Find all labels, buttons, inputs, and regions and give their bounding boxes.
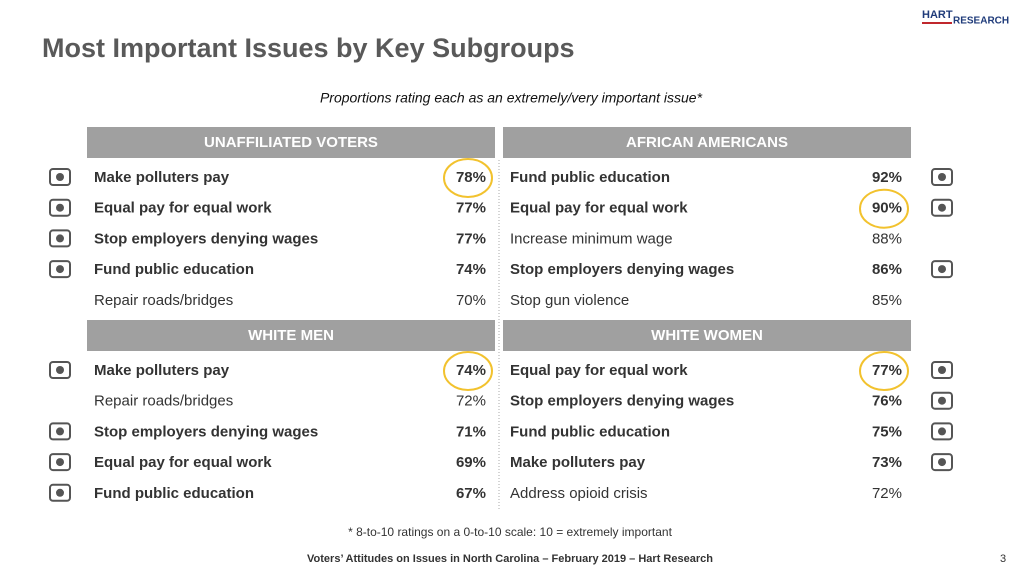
title: Most Important Issues by Key Subgroups bbox=[42, 33, 575, 63]
issue-icon bbox=[49, 422, 71, 441]
row-value: 85% bbox=[872, 292, 902, 309]
issue-icon bbox=[931, 260, 953, 279]
row-label: Repair roads/bridges bbox=[94, 393, 233, 410]
highlight-circle bbox=[859, 351, 909, 391]
issue-icon bbox=[56, 458, 64, 467]
panel-header bbox=[87, 127, 495, 158]
panel-header bbox=[503, 127, 911, 158]
row-label: Fund public education bbox=[94, 261, 254, 278]
row-value: 92% bbox=[872, 169, 902, 186]
panel-header bbox=[503, 320, 911, 351]
issue-icon bbox=[931, 422, 953, 441]
issue-icon bbox=[49, 453, 71, 472]
issue-icon bbox=[938, 427, 946, 436]
issue-icon bbox=[56, 366, 64, 374]
issue-icon bbox=[931, 453, 953, 472]
row-value: 77% bbox=[872, 362, 902, 379]
issue-icon bbox=[56, 173, 64, 181]
panel-header-text: WHITE MEN bbox=[248, 327, 334, 344]
issue-icon bbox=[56, 427, 64, 436]
row-label: Stop employers denying wages bbox=[510, 393, 734, 410]
row-label: Stop employers denying wages bbox=[510, 261, 734, 278]
row-value: 76% bbox=[872, 393, 902, 410]
row-label: Stop gun violence bbox=[510, 292, 629, 309]
row-label: Address opioid crisis bbox=[510, 485, 648, 502]
page-number: 3 bbox=[1000, 553, 1006, 565]
row-label: Fund public education bbox=[510, 169, 670, 186]
issue-icon bbox=[931, 198, 953, 217]
issue-icon bbox=[938, 203, 946, 212]
row-label: Repair roads/bridges bbox=[94, 292, 233, 309]
row-value: 71% bbox=[456, 423, 486, 440]
issue-icon bbox=[938, 396, 946, 405]
issue-icon bbox=[56, 203, 64, 212]
row-label: Fund public education bbox=[94, 485, 254, 502]
highlight-circle bbox=[443, 351, 493, 391]
highlight-circle bbox=[859, 188, 909, 229]
row-value: 77% bbox=[456, 200, 486, 217]
subtitle: Proportions rating each as an extremely/… bbox=[320, 90, 703, 106]
issue-icon bbox=[49, 229, 71, 248]
issue-icon bbox=[938, 173, 946, 181]
row-label: Stop employers denying wages bbox=[94, 230, 318, 247]
panel-header-text: WHITE WOMEN bbox=[651, 327, 763, 344]
footer: Voters’ Attitudes on Issues in North Car… bbox=[307, 553, 713, 565]
issue-icon bbox=[938, 366, 946, 374]
row-value: 90% bbox=[872, 200, 902, 217]
row-label: Make polluters pay bbox=[94, 169, 230, 186]
issue-icon bbox=[56, 265, 64, 274]
issue-icon bbox=[938, 265, 946, 274]
issue-icon bbox=[49, 483, 71, 502]
row-value: 75% bbox=[872, 423, 902, 440]
panel-header-text: UNAFFILIATED VOTERS bbox=[204, 134, 378, 151]
row-label: Make polluters pay bbox=[510, 454, 646, 471]
logo: HART bbox=[922, 9, 953, 21]
row-value: 73% bbox=[872, 454, 902, 471]
row-label: Equal pay for equal work bbox=[94, 200, 272, 217]
row-value: 74% bbox=[456, 261, 486, 278]
row-label: Equal pay for equal work bbox=[94, 454, 272, 471]
issue-icon bbox=[938, 458, 946, 467]
highlight-circle bbox=[443, 158, 493, 198]
panel-header-text: AFRICAN AMERICANS bbox=[626, 134, 788, 151]
row-label: Make polluters pay bbox=[94, 362, 230, 379]
row-value: 74% bbox=[456, 362, 486, 379]
issue-icon bbox=[49, 361, 71, 379]
issue-icon bbox=[49, 168, 71, 186]
row-label: Fund public education bbox=[510, 423, 670, 440]
row-value: 70% bbox=[456, 292, 486, 309]
issue-icon bbox=[931, 168, 953, 186]
row-value: 69% bbox=[456, 454, 486, 471]
row-value: 78% bbox=[456, 169, 486, 186]
issue-icon bbox=[49, 198, 71, 217]
issue-icon bbox=[56, 234, 64, 243]
logo: RESEARCH bbox=[953, 16, 1009, 27]
row-value: 67% bbox=[456, 485, 486, 502]
issue-icon bbox=[931, 361, 953, 379]
row-value: 72% bbox=[456, 393, 486, 410]
row-value: 88% bbox=[872, 230, 902, 247]
row-label: Equal pay for equal work bbox=[510, 200, 688, 217]
issue-icon bbox=[56, 488, 64, 497]
row-value: 86% bbox=[872, 261, 902, 278]
footnote: * 8-to-10 ratings on a 0-to-10 scale: 10… bbox=[348, 525, 672, 539]
row-value: 72% bbox=[872, 485, 902, 502]
panel-header bbox=[87, 320, 495, 351]
row-value: 77% bbox=[456, 230, 486, 247]
row-label: Stop employers denying wages bbox=[94, 423, 318, 440]
issue-icon bbox=[931, 391, 953, 410]
row-label: Increase minimum wage bbox=[510, 230, 673, 247]
issue-icon bbox=[49, 260, 71, 279]
row-label: Equal pay for equal work bbox=[510, 362, 688, 379]
